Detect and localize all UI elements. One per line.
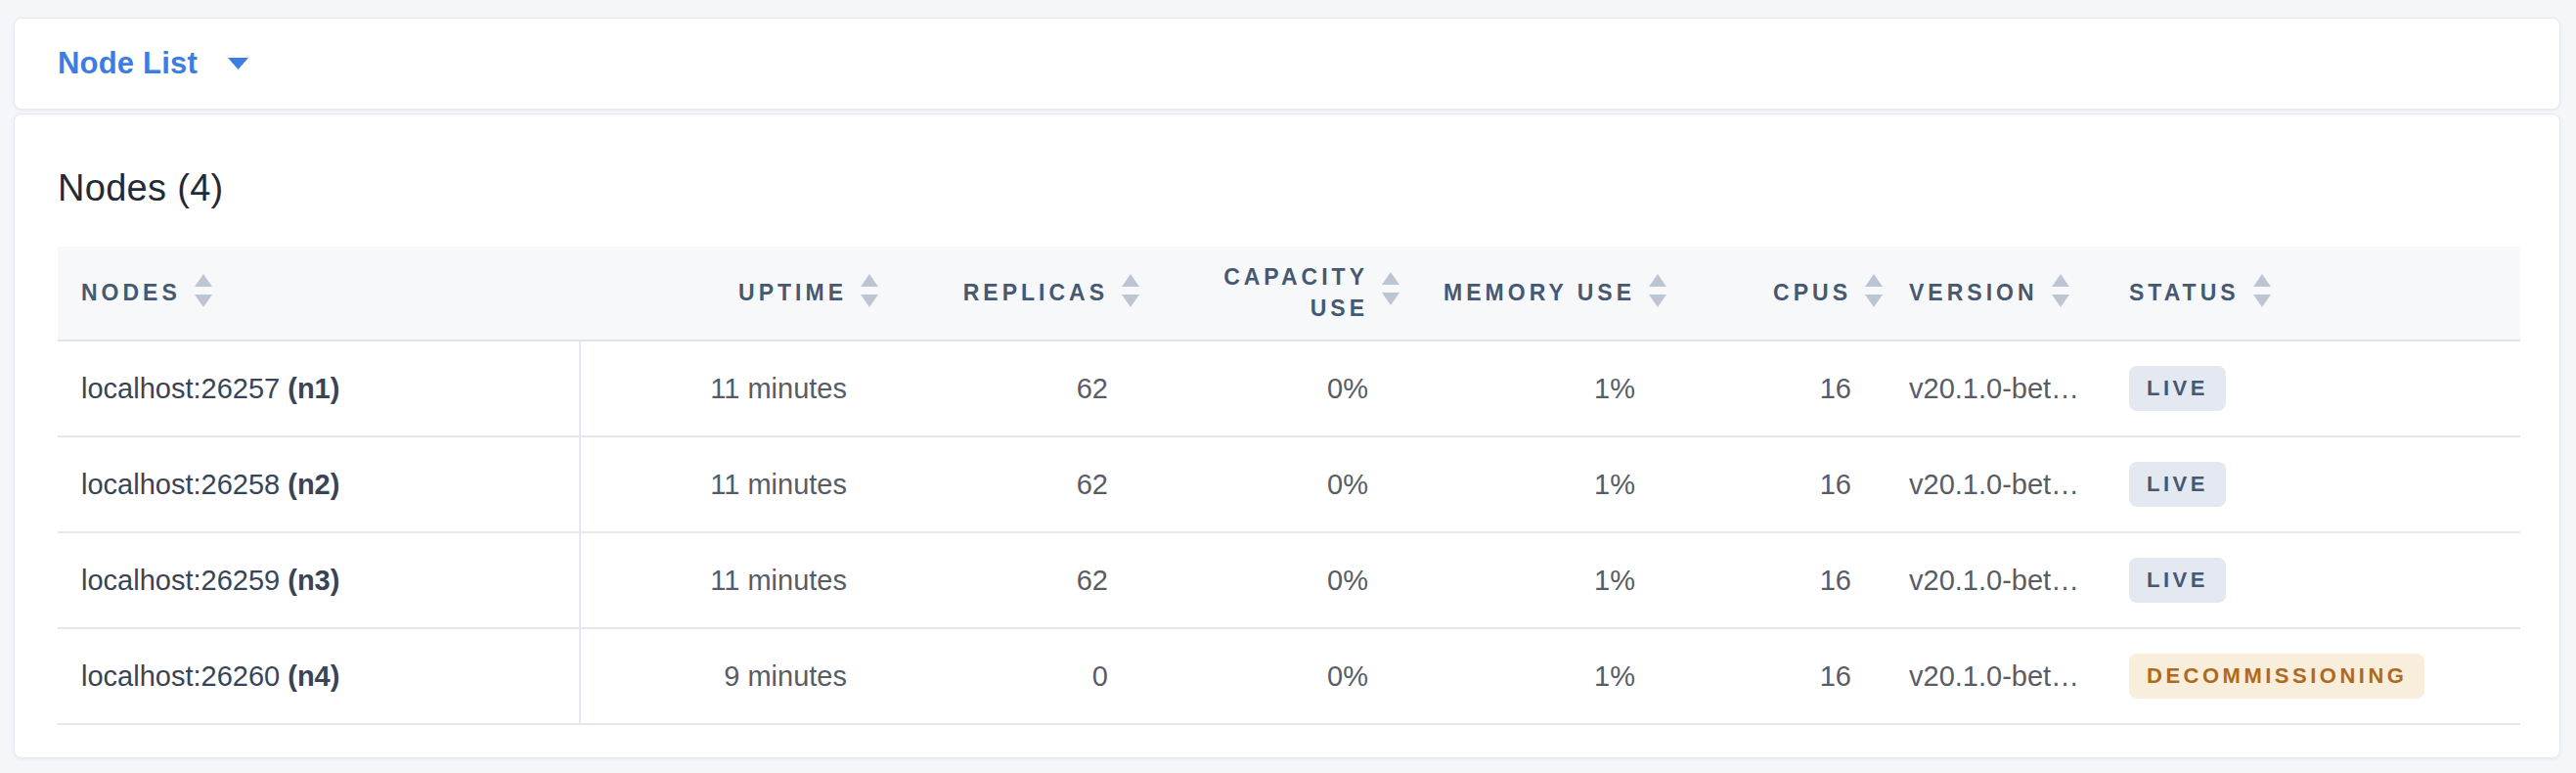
cpus-cell: 16	[1667, 628, 1884, 724]
version-cell: v20.1.0-bet…	[1884, 341, 2097, 436]
status-cell: DECOMMISSIONING	[2097, 628, 2520, 724]
memory-use-cell: 1%	[1400, 628, 1667, 724]
page-title: Nodes (4)	[58, 167, 2518, 209]
sort-arrows-icon	[2051, 273, 2070, 314]
sort-arrows-icon	[194, 273, 213, 314]
view-selector-dropdown[interactable]: Node List	[58, 46, 249, 81]
node-id: (n2)	[288, 469, 339, 500]
caret-down-icon	[227, 57, 249, 70]
version-cell: v20.1.0-bet…	[1884, 436, 2097, 532]
replicas-cell: 62	[879, 532, 1140, 628]
sort-arrows-icon	[860, 273, 879, 314]
uptime-cell: 11 minutes	[580, 341, 879, 436]
uptime-cell: 9 minutes	[580, 628, 879, 724]
cpus-cell: 16	[1667, 436, 1884, 532]
sort-arrows-icon	[1121, 273, 1140, 314]
version-cell: v20.1.0-bet…	[1884, 532, 2097, 628]
table-row: localhost:26260 (n4) 9 minutes 0 0% 1% 1…	[58, 628, 2520, 724]
node-address-cell: localhost:26259 (n3)	[58, 532, 580, 628]
node-address-cell: localhost:26257 (n1)	[58, 341, 580, 436]
node-id: (n1)	[288, 373, 339, 404]
capacity-use-cell: 0%	[1140, 341, 1400, 436]
replicas-cell: 62	[879, 341, 1140, 436]
table-row: localhost:26259 (n3) 11 minutes 62 0% 1%…	[58, 532, 2520, 628]
uptime-cell: 11 minutes	[580, 532, 879, 628]
sort-arrows-icon	[2252, 273, 2272, 314]
sort-arrows-icon	[1381, 271, 1400, 312]
column-header-memory-use[interactable]: MEMORY USE	[1400, 247, 1667, 341]
status-cell: LIVE	[2097, 436, 2520, 532]
uptime-cell: 11 minutes	[580, 436, 879, 532]
sort-arrows-icon	[1648, 273, 1667, 314]
column-header-capacity-use[interactable]: CAPACITY USE	[1140, 247, 1400, 341]
capacity-use-cell: 0%	[1140, 628, 1400, 724]
status-badge: LIVE	[2129, 462, 2226, 506]
version-cell: v20.1.0-bet…	[1884, 628, 2097, 724]
capacity-use-cell: 0%	[1140, 436, 1400, 532]
node-address-cell: localhost:26260 (n4)	[58, 628, 580, 724]
sort-arrows-icon	[1864, 273, 1884, 314]
node-id: (n4)	[288, 660, 339, 692]
table-header-row: NODES UPTIME REPLICAS CAPACITY USE M	[58, 247, 2520, 341]
column-header-nodes[interactable]: NODES	[58, 247, 580, 341]
status-badge: DECOMMISSIONING	[2129, 654, 2424, 698]
view-selector-label: Node List	[58, 46, 198, 81]
table-row: localhost:26257 (n1) 11 minutes 62 0% 1%…	[58, 341, 2520, 436]
replicas-cell: 62	[879, 436, 1140, 532]
column-header-uptime[interactable]: UPTIME	[580, 247, 879, 341]
cpus-cell: 16	[1667, 341, 1884, 436]
column-header-version[interactable]: VERSION	[1884, 247, 2097, 341]
status-cell: LIVE	[2097, 341, 2520, 436]
status-badge: LIVE	[2129, 558, 2226, 602]
status-badge: LIVE	[2129, 366, 2226, 410]
memory-use-cell: 1%	[1400, 341, 1667, 436]
column-header-cpus[interactable]: CPUS	[1667, 247, 1884, 341]
capacity-use-cell: 0%	[1140, 532, 1400, 628]
node-id: (n3)	[288, 565, 339, 596]
node-list-table: NODES UPTIME REPLICAS CAPACITY USE M	[58, 247, 2520, 725]
memory-use-cell: 1%	[1400, 532, 1667, 628]
nodes-card: Nodes (4) NODES UPTIME REPLICAS	[14, 114, 2560, 758]
cpus-cell: 16	[1667, 532, 1884, 628]
replicas-cell: 0	[879, 628, 1140, 724]
column-header-status[interactable]: STATUS	[2097, 247, 2520, 341]
status-cell: LIVE	[2097, 532, 2520, 628]
memory-use-cell: 1%	[1400, 436, 1667, 532]
column-header-replicas[interactable]: REPLICAS	[879, 247, 1140, 341]
table-row: localhost:26258 (n2) 11 minutes 62 0% 1%…	[58, 436, 2520, 532]
node-address-cell: localhost:26258 (n2)	[58, 436, 580, 532]
view-selector-bar: Node List	[14, 18, 2560, 110]
